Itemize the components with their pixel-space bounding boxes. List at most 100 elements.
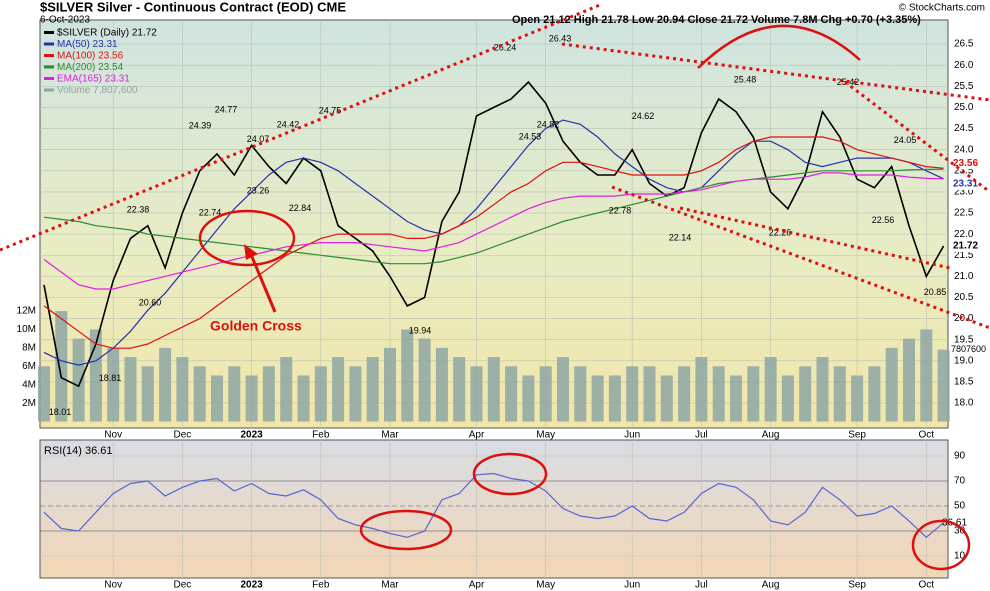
price-tag-label: 23.31 <box>953 178 978 189</box>
price-annotation: 24.75 <box>319 105 342 115</box>
volume-tag: 7807600 <box>951 344 986 354</box>
rsi-panel <box>39 439 949 579</box>
x-tick-label: Mar <box>381 430 399 441</box>
chart-title: $SILVER Silver - Continuous Contract (EO… <box>40 0 346 14</box>
volume-bar <box>332 357 345 422</box>
legend-swatch <box>44 88 54 92</box>
legend-swatch <box>44 42 54 46</box>
highlight-ring <box>911 519 971 571</box>
quote: Open 21.12 High 21.78 Low 20.94 Close 21… <box>512 14 921 26</box>
legend-entry: MA(200) 23.54 <box>57 62 124 73</box>
volume-bar <box>245 375 258 422</box>
volume-bar <box>435 347 448 422</box>
volume-bar <box>695 357 708 422</box>
volume-bar <box>384 347 396 422</box>
x-tick-label: Sep <box>848 580 866 591</box>
y2-tick-label: 4M <box>22 379 36 390</box>
volume-bar <box>851 375 864 422</box>
y-tick-label: 21.5 <box>954 250 974 261</box>
price-annotation: 24.77 <box>215 105 238 115</box>
y2-tick-label: 2M <box>22 398 36 409</box>
price-annotation: 26.24 <box>494 42 517 52</box>
annotation: Golden Cross <box>210 318 302 334</box>
volume-bar <box>55 311 68 422</box>
x-tick-label: May <box>536 580 555 591</box>
volume-bar <box>833 366 846 422</box>
price-annotation: 22.78 <box>609 206 632 216</box>
y-tick-label: 20.5 <box>954 292 974 303</box>
price-annotation: 24.62 <box>632 111 655 121</box>
y2-tick-label: 6M <box>22 361 36 372</box>
volume-bar <box>816 357 829 422</box>
volume-bar <box>349 366 362 422</box>
volume-bar <box>107 347 120 422</box>
volume-bar <box>937 349 950 422</box>
x-tick-label: Dec <box>174 580 192 591</box>
volume-bar <box>262 366 275 422</box>
price-annotation: 22.56 <box>872 215 895 225</box>
price-annotation: 25.48 <box>734 75 757 85</box>
price-annotation: 22.74 <box>199 207 222 217</box>
volume-bar <box>297 375 310 422</box>
y-tick-label: 25.0 <box>954 102 974 113</box>
volume-bar <box>920 329 933 422</box>
y-tick-label: 26.5 <box>954 39 974 50</box>
arrow-head <box>244 244 258 260</box>
price-annotation: 22.26 <box>769 228 792 238</box>
trend-line <box>0 3 601 252</box>
legend-swatch <box>44 77 54 80</box>
x-tick-label: May <box>536 430 555 441</box>
volume-bar <box>885 347 898 422</box>
series-line <box>43 168 944 265</box>
x-tick-label: Jun <box>624 580 640 591</box>
price-tag-label: 23.56 <box>953 158 978 169</box>
volume-bar <box>228 366 241 422</box>
volume-bar <box>557 357 569 422</box>
y-tick-label: 24.0 <box>954 144 974 155</box>
x-tick-label: 2023 <box>240 430 263 441</box>
price-annotation: 24.53 <box>519 132 542 142</box>
volume-bar <box>159 347 172 422</box>
volume-bar <box>505 366 518 422</box>
volume-bar <box>608 375 621 422</box>
volume-bar <box>747 366 760 422</box>
x-tick-label: Mar <box>381 580 399 591</box>
volume-bar <box>712 366 725 422</box>
x-tick-label: Aug <box>762 430 780 441</box>
volume-bar <box>487 357 500 422</box>
x-tick-label: Apr <box>469 430 485 441</box>
y-tick-label: 21.0 <box>954 271 974 282</box>
series-line <box>43 172 944 290</box>
volume-bar <box>72 338 85 422</box>
y-tick-label: 10 <box>954 551 966 562</box>
legend-swatch <box>44 65 54 69</box>
volume-bar <box>141 366 154 422</box>
arrow <box>248 251 277 313</box>
y-tick-label: 20.0 <box>954 313 974 324</box>
volume-bar <box>366 357 379 422</box>
volume-bar <box>574 366 587 422</box>
y-tick-label: 18.0 <box>954 398 974 409</box>
x-tick-label: Dec <box>174 430 192 441</box>
x-tick-label: Feb <box>312 430 330 441</box>
x-tick-label: Nov <box>104 430 122 441</box>
volume-bar <box>314 366 327 422</box>
volume-bar <box>38 366 50 422</box>
x-tick-label: Jul <box>695 580 708 591</box>
volume-bar <box>678 366 691 422</box>
price-annotation: 18.01 <box>49 407 72 417</box>
x-tick-label: 2023 <box>240 580 263 591</box>
series-line <box>43 472 944 539</box>
legend-entry: MA(50) 23.31 <box>57 39 118 50</box>
price-annotation: 20.85 <box>924 287 947 297</box>
x-tick-label: Aug <box>762 580 780 591</box>
volume-bar <box>799 366 812 422</box>
price-annotation: 23.26 <box>247 185 270 195</box>
price-annotation: 20.60 <box>139 298 162 308</box>
series-line <box>43 119 944 366</box>
price-tag <box>950 239 984 252</box>
highlight-arc <box>697 24 861 69</box>
rsi-title: RSI(14) 36.61 <box>44 445 112 457</box>
price-annotation: 24.82 <box>537 119 560 129</box>
